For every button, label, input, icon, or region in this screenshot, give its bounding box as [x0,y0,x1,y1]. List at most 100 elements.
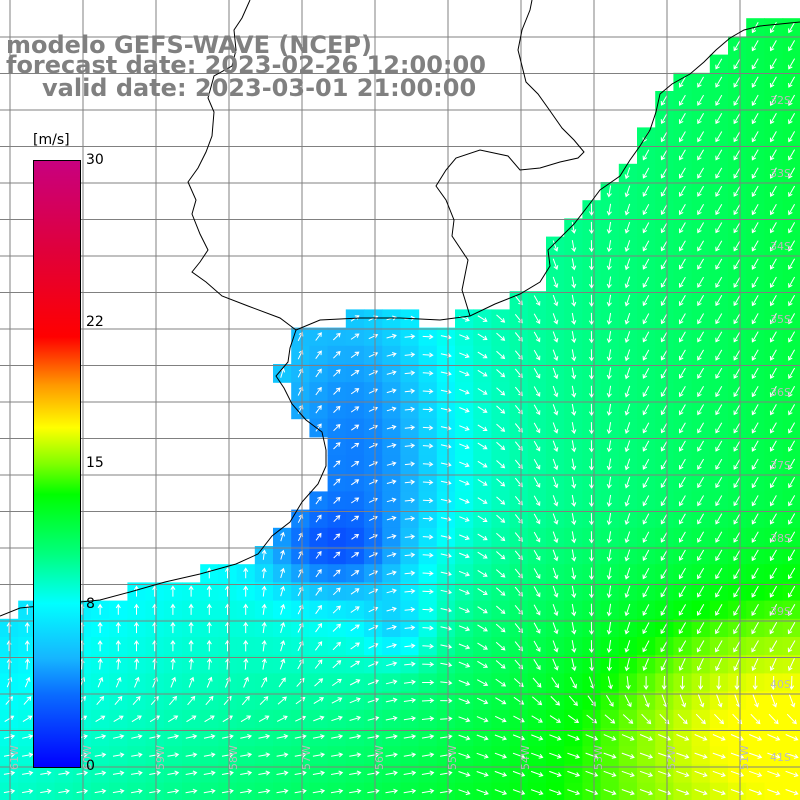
wind-arrow [715,276,723,288]
wind-arrow [769,513,777,525]
wind-arrow [496,387,506,396]
wind-arrow [115,658,122,670]
wind-arrow [679,331,686,343]
wind-arrow [751,603,759,617]
wind-arrow [715,422,723,434]
wind-arrow [367,788,380,794]
wind-arrow [351,533,360,540]
wind-arrow [421,697,435,704]
wind-arrow [149,734,161,740]
wind-arrow [785,789,799,796]
wind-arrow [788,476,796,489]
wind-arrow [603,734,617,741]
wind-arrow [296,677,305,687]
wind-arrow [643,694,650,708]
wind-arrow [624,621,631,635]
wind-arrow [386,333,397,339]
wind-arrow [386,388,397,394]
wind-arrow [643,676,649,690]
wind-arrow [476,734,489,741]
wind-arrow [294,788,307,794]
wind-arrow [386,661,398,667]
wind-arrow [314,659,323,669]
wind-arrow [606,221,612,234]
colorbar-unit: [m/s] [33,132,70,148]
wind-arrow [440,607,453,613]
wind-arrow [351,461,360,468]
wind-arrow [459,370,470,377]
wind-arrow [769,476,777,489]
wind-arrow [679,313,686,325]
wind-arrow [112,752,125,758]
wind-arrow [642,622,650,635]
wind-arrow [533,404,541,416]
wind-arrow [494,770,508,777]
wind-arrow [115,621,121,633]
wind-arrow [188,603,194,615]
wind-arrow [422,661,435,667]
wind-arrow [349,734,362,740]
wind-arrow [167,734,180,740]
wind-arrow [697,204,705,216]
wind-arrow [588,312,595,326]
wind-arrow [697,349,705,361]
wind-arrow [496,514,506,523]
wind-arrow [422,352,434,358]
wind-arrow [606,567,612,580]
wind-arrow [549,789,562,796]
wind-arrow [94,752,107,758]
wind-arrow [112,770,125,776]
wind-arrow [712,789,726,796]
wind-arrow [422,425,434,431]
wind-arrow [350,660,361,668]
wind-arrow [733,422,741,434]
wind-arrow [567,734,580,741]
wind-arrow [676,789,690,796]
wind-arrow [751,149,759,161]
wind-arrow [315,586,322,596]
wind-arrow [333,496,341,504]
wind-arrow [788,185,796,198]
wind-arrow [588,240,595,253]
wind-arrow [769,422,777,434]
forecast-date: forecast date: 2023-02-26 12:00:00 [6,51,486,79]
wind-arrow [3,770,16,776]
wind-arrow [570,676,577,689]
wind-arrow [679,185,686,197]
wind-arrow [606,476,612,489]
wind-arrow [715,567,723,580]
wind-arrow [585,734,599,741]
wind-arrow [733,567,741,580]
wind-arrow [639,770,654,778]
wind-arrow [769,276,777,289]
wind-arrow [769,112,777,125]
wind-arrow [769,94,777,107]
wind-arrow [606,276,612,289]
wind-arrow [678,658,686,672]
wind-arrow [642,331,650,343]
wind-arrow [769,640,778,653]
wind-arrow [660,440,668,452]
wind-arrow [642,513,650,525]
wind-arrow [715,585,723,598]
wind-arrow [606,185,612,198]
wind-arrow [495,678,507,687]
wind-arrow [751,622,759,635]
wind-arrow [605,695,614,707]
wind-arrow [496,405,506,414]
wind-arrow [204,715,215,723]
wind-arrow [606,458,612,471]
wind-arrow [331,697,343,704]
wind-arrow [679,222,686,234]
wind-arrow [531,734,544,741]
wind-arrow [332,605,341,614]
wind-arrow [533,477,541,488]
wind-arrow [787,585,796,598]
wind-arrow [496,350,506,360]
wind-arrow [476,789,489,796]
wind-arrow [351,497,360,504]
wind-arrow [386,424,397,430]
wind-arrow [530,770,544,777]
wind-arrow [386,443,397,448]
wind-arrow [733,531,741,543]
